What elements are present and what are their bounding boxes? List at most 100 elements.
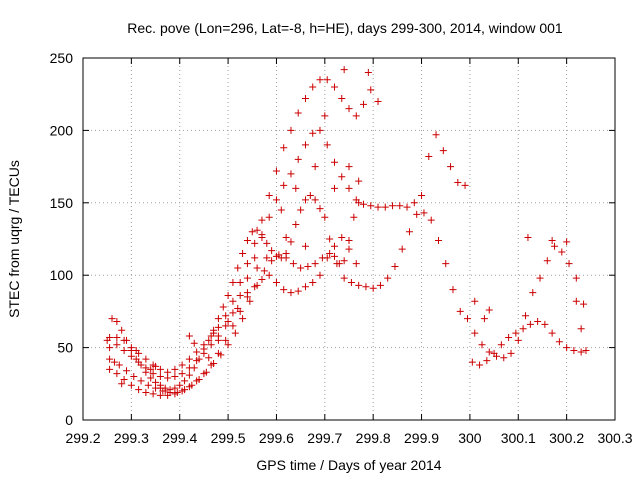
data-point (352, 112, 360, 120)
data-point (292, 184, 300, 192)
x-tick-label: 299.5 (211, 430, 246, 446)
data-point (497, 341, 505, 349)
data-point (171, 373, 179, 381)
data-point (185, 355, 193, 363)
data-point (142, 355, 150, 363)
data-point (362, 283, 370, 291)
data-point (541, 320, 549, 328)
data-point (301, 196, 309, 204)
data-point (282, 254, 290, 262)
data-point (330, 184, 338, 192)
data-point (214, 336, 222, 344)
data-point (265, 271, 273, 279)
data-point (280, 286, 288, 294)
data-point (193, 348, 201, 356)
data-point (563, 344, 571, 352)
data-point (106, 355, 114, 363)
data-point (321, 112, 329, 120)
data-point (480, 315, 488, 323)
data-point (427, 216, 435, 224)
x-axis-label: GPS time / Days of year 2014 (256, 457, 441, 473)
data-point (152, 362, 160, 370)
x-tick-label: 299.8 (356, 430, 391, 446)
data-point (483, 357, 491, 365)
data-point (418, 192, 426, 200)
data-point (367, 202, 375, 210)
data-point (137, 377, 145, 385)
data-point (272, 167, 280, 175)
data-point (222, 336, 230, 344)
data-point (449, 286, 457, 294)
data-point (471, 297, 479, 305)
data-point (316, 205, 324, 213)
data-point (110, 358, 118, 366)
data-point (277, 206, 285, 214)
data-point (338, 234, 346, 242)
data-point (156, 391, 164, 399)
data-point (229, 309, 237, 317)
data-point (108, 315, 116, 323)
data-point (243, 274, 251, 282)
data-point (207, 341, 215, 349)
data-point (572, 297, 580, 305)
data-point (193, 377, 201, 385)
data-point (468, 358, 476, 366)
x-tick-label: 300 (458, 430, 482, 446)
data-point (355, 199, 363, 207)
data-point (115, 361, 123, 369)
data-point (476, 361, 484, 369)
data-point (345, 236, 353, 244)
data-point (580, 300, 588, 308)
data-point (178, 361, 186, 369)
data-point (205, 336, 213, 344)
data-point (311, 196, 319, 204)
data-point (224, 318, 232, 326)
data-point (514, 336, 522, 344)
data-point (391, 263, 399, 271)
data-point (214, 349, 222, 357)
data-point (345, 245, 353, 253)
x-tick-label: 300.2 (549, 430, 584, 446)
data-point (463, 315, 471, 323)
data-point (434, 236, 442, 244)
data-point (355, 177, 363, 185)
data-point (396, 202, 404, 210)
data-point (326, 235, 334, 243)
data-point (280, 181, 288, 189)
data-point (142, 368, 150, 376)
y-tick-label: 150 (50, 195, 74, 211)
data-point (224, 291, 232, 299)
data-point (200, 370, 208, 378)
data-point (410, 199, 418, 207)
data-point (219, 303, 227, 311)
data-point (442, 260, 450, 268)
data-point (311, 163, 319, 171)
data-point (229, 278, 237, 286)
x-tick-label: 299.2 (65, 430, 100, 446)
y-tick-label: 100 (50, 267, 74, 283)
data-point (338, 95, 346, 103)
data-point (251, 254, 259, 262)
data-point (132, 346, 140, 354)
y-tick-label: 50 (57, 340, 73, 356)
data-point (123, 336, 131, 344)
data-point (306, 192, 314, 200)
data-point (309, 129, 317, 137)
data-point (381, 203, 389, 211)
data-point (265, 192, 273, 200)
data-point (330, 158, 338, 166)
data-point (456, 307, 464, 315)
data-point (120, 375, 128, 383)
data-point (229, 297, 237, 305)
data-point (176, 381, 184, 389)
data-point (236, 278, 244, 286)
data-point (253, 264, 261, 272)
data-point (543, 257, 551, 265)
data-point (330, 252, 338, 260)
data-point (149, 390, 157, 398)
data-point (142, 388, 150, 396)
data-point (360, 200, 368, 208)
data-point (113, 333, 121, 341)
data-point (118, 380, 126, 388)
